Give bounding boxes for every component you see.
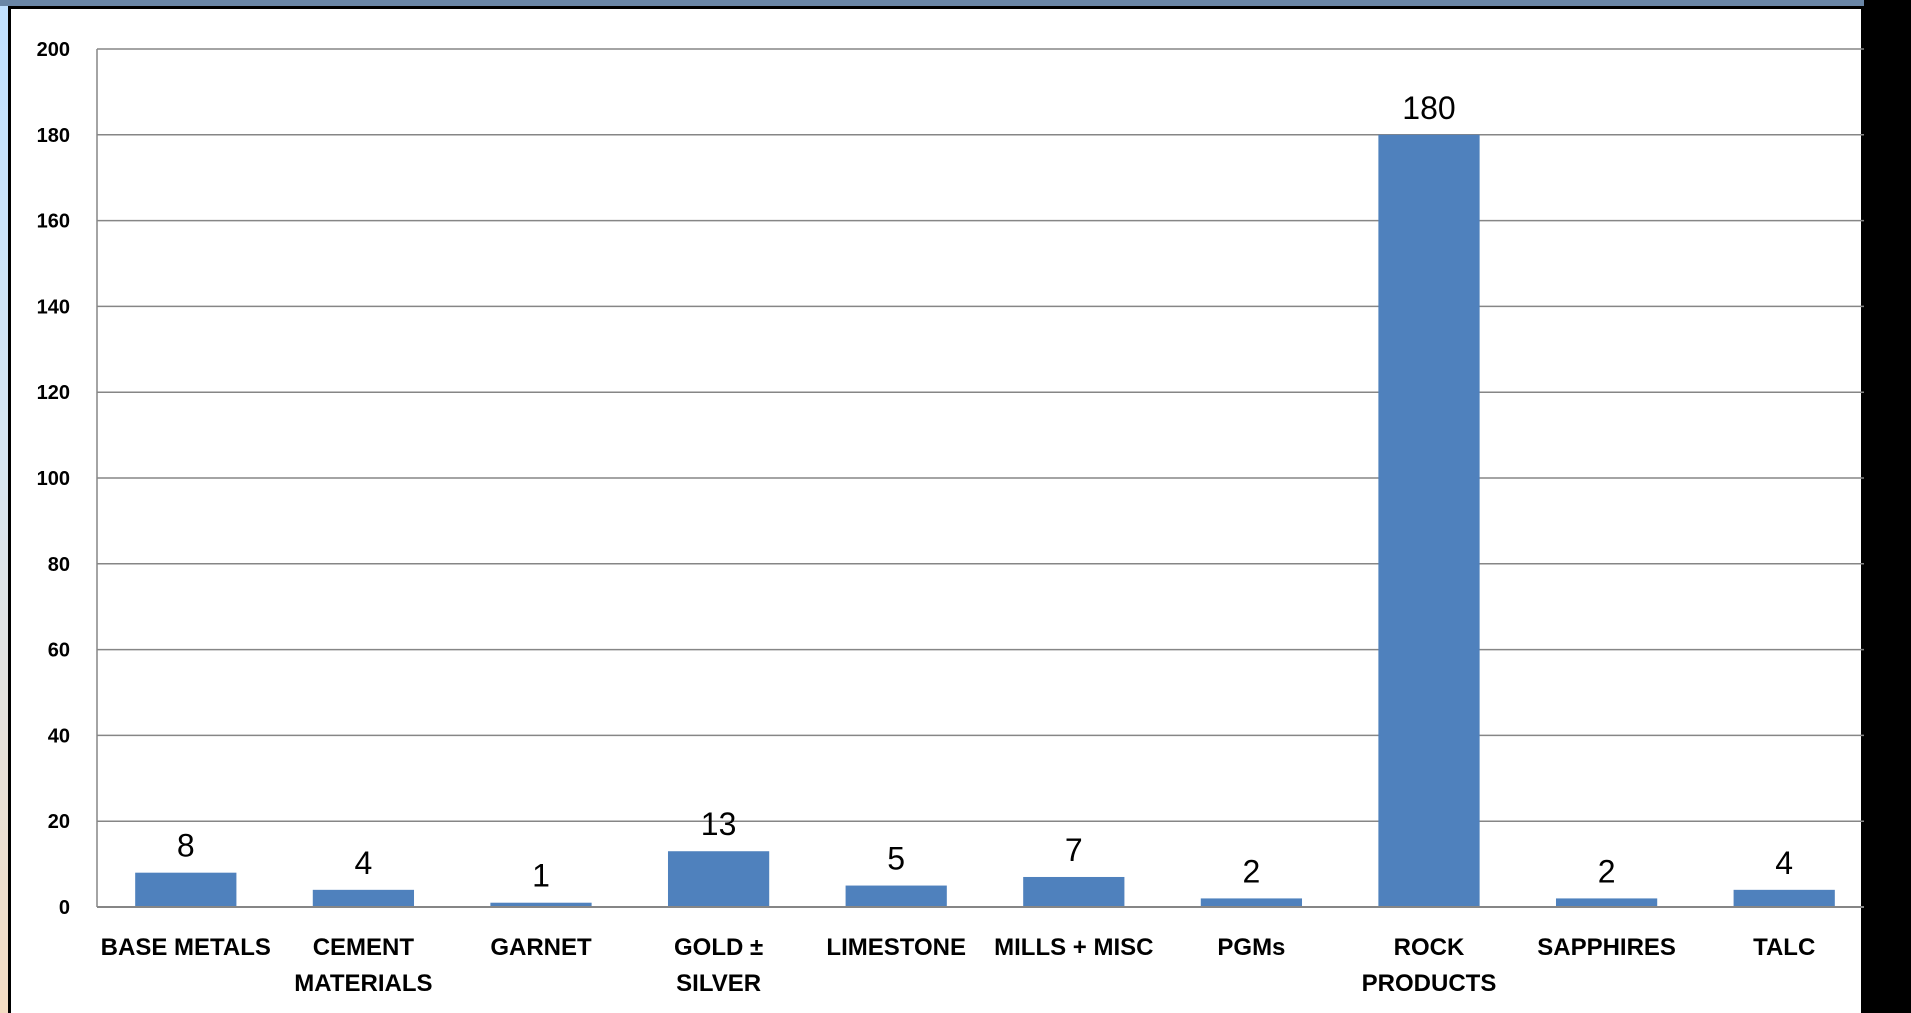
y-axis: 0 20 40 60 80 100 120 140 160 180 200 — [37, 39, 98, 919]
y-tick-label: 40 — [48, 725, 70, 747]
y-tick-label: 180 — [37, 125, 70, 147]
bar — [1200, 898, 1303, 907]
y-tick-label: 0 — [59, 897, 70, 919]
x-tick-label: PRODUCTS — [1362, 970, 1497, 997]
bar — [490, 902, 592, 907]
y-tick-label: 60 — [48, 640, 70, 662]
data-label: 4 — [355, 845, 373, 881]
x-tick-label: SAPPHIRES — [1537, 934, 1676, 961]
x-tick-label: LIMESTONE — [826, 934, 966, 961]
x-tick-label: SILVER — [676, 970, 761, 997]
bar-chart: 0 20 40 60 80 100 120 140 160 180 200 8 4 1 13 5 7 2 180 2… — [37, 39, 1864, 997]
y-tick-label: 120 — [37, 382, 70, 404]
bar — [1555, 898, 1658, 907]
data-label: 8 — [177, 828, 195, 864]
y-tick-label: 160 — [37, 211, 70, 233]
x-tick-label: ROCK — [1394, 934, 1465, 961]
x-tick-label: MILLS + MISC — [994, 934, 1153, 961]
bar — [845, 885, 947, 907]
bar — [1023, 876, 1125, 907]
x-tick-label: PGMs — [1217, 934, 1285, 961]
bar — [1733, 889, 1835, 907]
y-tick-label: 20 — [48, 811, 70, 833]
window-top-border — [0, 0, 1911, 6]
x-tick-label: GARNET — [490, 934, 592, 961]
window-right-border — [1864, 0, 1911, 1013]
data-label: 1 — [532, 858, 550, 894]
y-tick-label: 140 — [37, 296, 70, 318]
x-tick-label: MATERIALS — [294, 970, 432, 997]
bars — [135, 134, 1835, 908]
data-label: 4 — [1775, 845, 1793, 881]
bar — [1378, 134, 1480, 908]
data-label: 5 — [887, 841, 905, 877]
data-label: 7 — [1065, 832, 1083, 868]
chart-frame — [8, 6, 1864, 1013]
bar — [312, 889, 415, 907]
x-tick-label: GOLD ± — [674, 934, 763, 961]
bar — [667, 851, 770, 907]
x-axis: BASE METALS CEMENT MATERIALS GARNET GOLD ± SI… — [97, 906, 1864, 997]
data-label: 13 — [701, 806, 737, 842]
data-label: 2 — [1243, 853, 1261, 889]
x-tick-label: BASE METALS — [101, 934, 271, 961]
x-tick-label: TALC — [1753, 934, 1815, 961]
gridlines — [97, 48, 1864, 908]
y-tick-label: 80 — [48, 554, 70, 576]
y-tick-label: 100 — [37, 468, 70, 490]
bar — [135, 872, 237, 907]
data-labels: 8 4 1 13 5 7 2 180 2 4 — [177, 90, 1793, 894]
data-label: 2 — [1598, 853, 1616, 889]
x-tick-label: CEMENT — [313, 934, 415, 961]
y-tick-label: 200 — [37, 39, 70, 61]
data-label: 180 — [1402, 90, 1455, 126]
